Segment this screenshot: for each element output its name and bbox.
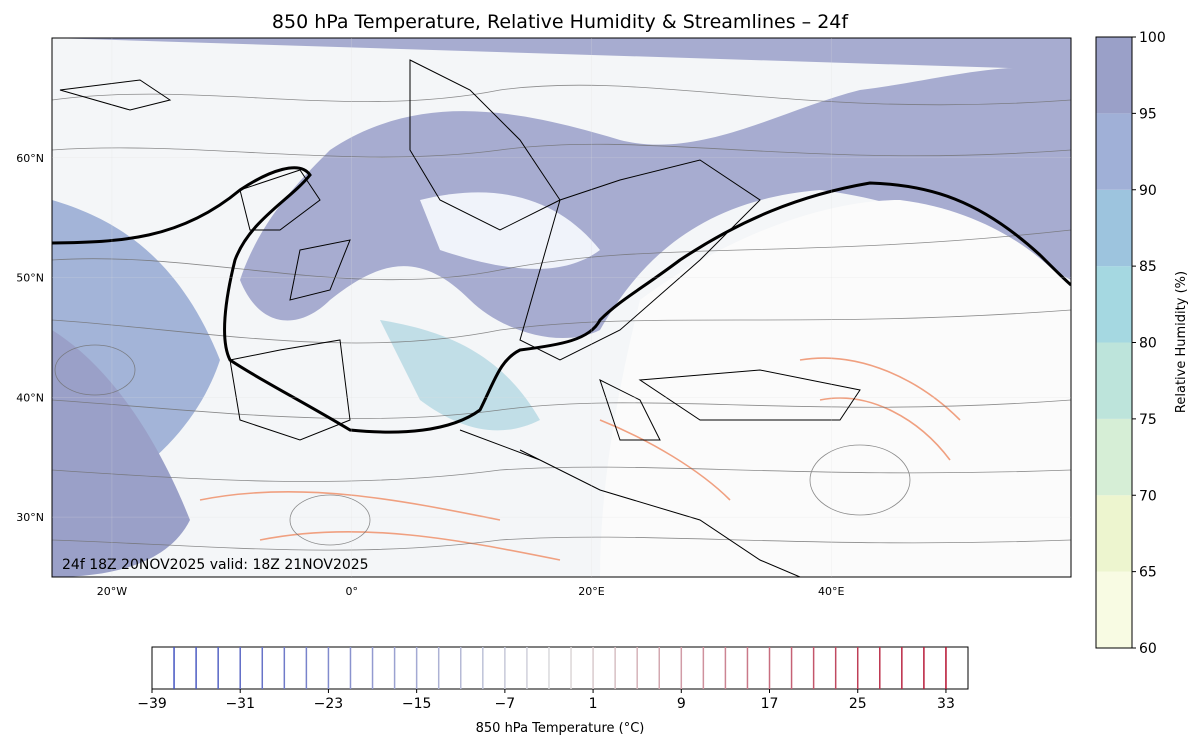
temp-tick-label: 17 bbox=[761, 696, 779, 712]
rh-band bbox=[1096, 189, 1132, 267]
rh-tick-label: 75 bbox=[1139, 412, 1157, 428]
lat-label: 60°N bbox=[16, 152, 44, 165]
rh-tick-label: 70 bbox=[1139, 488, 1157, 504]
rh-band bbox=[1096, 37, 1132, 114]
temp-tick-label: −15 bbox=[402, 696, 432, 712]
rh-band bbox=[1096, 418, 1132, 496]
temp-tick-label: 9 bbox=[677, 696, 686, 712]
rh-tick-label: 60 bbox=[1139, 641, 1157, 657]
rh-tick-label: 80 bbox=[1139, 336, 1157, 352]
rh-band bbox=[1096, 495, 1132, 572]
rh-tick-label: 65 bbox=[1139, 565, 1157, 581]
temp-tick-label: −39 bbox=[137, 696, 167, 712]
dynamic: 20°W 0° 20°E 40°E 30°N 40°N 50°N 60°N 60 65 70 75 80… bbox=[16, 30, 1165, 712]
lon-label: 40°E bbox=[818, 585, 844, 598]
rh-tick-label: 95 bbox=[1139, 106, 1157, 122]
rh-band bbox=[1096, 571, 1132, 648]
rh-band bbox=[1096, 266, 1132, 343]
lon-label: 20°W bbox=[97, 585, 127, 598]
rh-tick-label: 90 bbox=[1139, 183, 1157, 199]
temp-tick-label: 1 bbox=[589, 696, 598, 712]
map-frame bbox=[51, 37, 1072, 578]
rh-band bbox=[1096, 342, 1132, 419]
map-field bbox=[52, 38, 1071, 577]
temp-tick-label: −7 bbox=[495, 696, 516, 712]
temp-tick-label: −23 bbox=[314, 696, 344, 712]
rh-tick-label: 85 bbox=[1139, 259, 1157, 275]
lat-label: 40°N bbox=[16, 391, 44, 404]
title: 850 hPa Temperature, Relative Humidity &… bbox=[272, 11, 849, 33]
lon-label: 20°E bbox=[578, 585, 604, 598]
temp-tick-label: −31 bbox=[225, 696, 255, 712]
lon-label: 0° bbox=[345, 585, 358, 598]
valid-time: 24f 18Z 20NOV2025 valid: 18Z 21NOV2025 bbox=[62, 557, 369, 573]
rh-tick-label: 100 bbox=[1139, 30, 1166, 46]
lat-label: 30°N bbox=[16, 511, 44, 524]
lat-label: 50°N bbox=[16, 272, 44, 285]
temp-colorbar-label: 850 hPa Temperature (°C) bbox=[476, 721, 645, 736]
temp-frame bbox=[151, 646, 969, 690]
rh-colorbar-label: Relative Humidity (%) bbox=[1174, 271, 1189, 413]
rh-band bbox=[1096, 113, 1132, 190]
temp-tick-label: 25 bbox=[849, 696, 867, 712]
temp-tick-label: 33 bbox=[937, 696, 955, 712]
